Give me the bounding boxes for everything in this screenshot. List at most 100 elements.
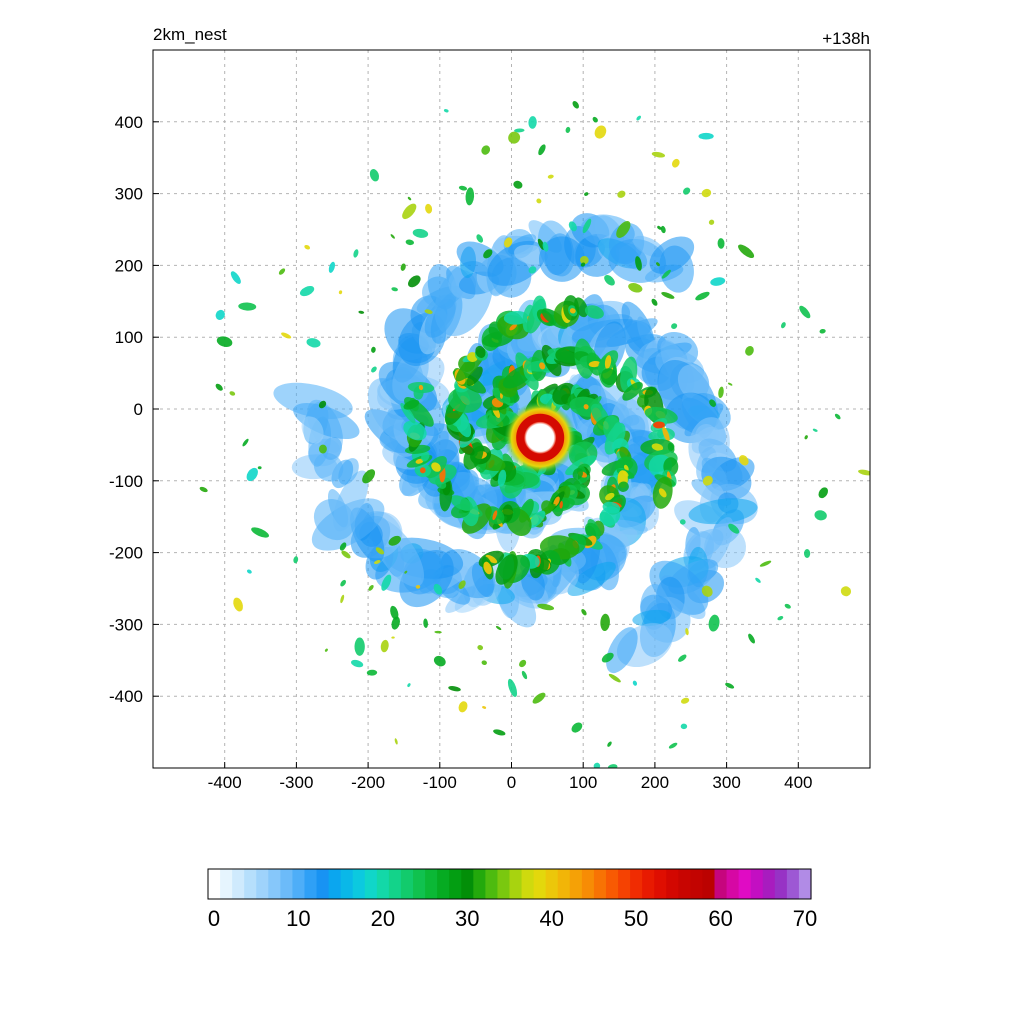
reflectivity-cell	[804, 549, 811, 558]
reflectivity-cell	[443, 109, 449, 113]
reflectivity-cell	[528, 266, 537, 274]
reflectivity-cell	[569, 308, 576, 314]
reflectivity-cell	[485, 554, 498, 564]
colorbar-cell	[364, 869, 378, 899]
colorbar-cell	[798, 869, 812, 899]
reflectivity-cell	[607, 741, 612, 747]
reflectivity-cell	[657, 225, 662, 230]
colorbar-cell	[593, 869, 607, 899]
reflectivity-cell	[482, 706, 487, 709]
reflectivity-cell	[351, 659, 364, 668]
reflectivity-cell	[617, 481, 629, 492]
reflectivity-cell	[403, 420, 427, 441]
reflectivity-cell	[513, 180, 523, 189]
colorbar-cell	[400, 869, 414, 899]
reflectivity-cell	[333, 470, 369, 532]
reflectivity-cell	[683, 187, 691, 195]
reflectivity-cell	[514, 128, 525, 133]
colorbar-cell	[413, 869, 426, 899]
colorbar-tick-label: 30	[455, 906, 479, 931]
chart-title-left: 2km_nest	[153, 25, 227, 44]
reflectivity-cell	[481, 145, 491, 155]
colorbar-cell	[738, 869, 752, 899]
y-tick-label: -400	[109, 687, 143, 706]
colorbar-cell	[557, 869, 571, 899]
reflectivity-cell	[299, 286, 315, 297]
reflectivity-cell	[483, 561, 492, 575]
reflectivity-cell	[251, 527, 269, 538]
colorbar-cell	[220, 869, 233, 899]
reflectivity-cell	[632, 680, 638, 686]
x-tick-label: -200	[351, 773, 385, 792]
eyewall-core	[516, 413, 565, 462]
reflectivity-cell	[257, 466, 262, 470]
colorbar-cell	[316, 869, 330, 899]
reflectivity-cell	[394, 738, 398, 745]
reflectivity-cell	[528, 510, 546, 529]
reflectivity-cell	[425, 203, 433, 214]
colorbar-cell	[485, 869, 499, 899]
reflectivity-cell	[278, 268, 286, 275]
reflectivity-cell	[477, 645, 484, 651]
colorbar-tick-label: 50	[624, 906, 648, 931]
colorbar-cell	[714, 869, 728, 899]
reflectivity-cell	[678, 654, 687, 662]
reflectivity-cell	[281, 332, 292, 339]
x-tick-label: 0	[507, 773, 516, 792]
reflectivity-cell	[568, 221, 577, 232]
reflectivity-cell	[701, 585, 713, 597]
reflectivity-cell	[339, 542, 347, 551]
reflectivity-cell	[215, 383, 223, 391]
reflectivity-cell	[400, 263, 406, 271]
reflectivity-cell	[702, 475, 713, 486]
reflectivity-cell	[755, 577, 761, 583]
reflectivity-cell	[341, 550, 351, 559]
reflectivity-cell	[600, 368, 618, 385]
reflectivity-cell	[559, 500, 563, 509]
reflectivity-cell	[745, 345, 754, 356]
reflectivity-cell	[421, 451, 430, 462]
reflectivity-cell	[448, 686, 461, 692]
reflectivity-cell	[701, 457, 728, 489]
y-tick-label: 100	[115, 328, 143, 347]
reflectivity-cell	[338, 290, 343, 295]
reflectivity-cell	[481, 660, 487, 666]
reflectivity-cell	[717, 238, 725, 249]
reflectivity-cell	[423, 618, 428, 628]
reflectivity-cell	[584, 192, 589, 196]
reflectivity-cell	[415, 584, 421, 589]
reflectivity-cell	[604, 275, 615, 286]
reflectivity-cell	[528, 116, 537, 129]
reflectivity-cell	[725, 682, 735, 689]
reflectivity-cell	[667, 442, 675, 453]
reflectivity-cell	[536, 198, 542, 204]
reflectivity-cell	[324, 648, 328, 652]
reflectivity-cell	[604, 423, 626, 455]
colorbar-cell	[762, 869, 776, 899]
x-tick-label: 400	[784, 773, 812, 792]
reflectivity-cell	[495, 554, 518, 585]
reflectivity-cell	[508, 131, 521, 144]
reflectivity-field	[199, 101, 870, 768]
reflectivity-cell	[418, 384, 424, 391]
reflectivity-cell	[304, 244, 311, 250]
reflectivity-cell	[710, 277, 726, 286]
reflectivity-cell	[230, 271, 241, 284]
reflectivity-cell	[381, 574, 392, 591]
reflectivity-cell	[328, 261, 336, 273]
reflectivity-cell	[229, 391, 236, 396]
reflectivity-cell	[407, 683, 411, 688]
y-tick-label: -300	[109, 615, 143, 634]
colorbar-cell	[690, 869, 704, 899]
reflectivity-cell	[532, 692, 546, 704]
colorbar-cell	[678, 869, 691, 899]
colorbar-cell	[533, 869, 547, 899]
x-tick-label: -300	[279, 773, 313, 792]
y-tick-label: 400	[115, 113, 143, 132]
reflectivity-cell	[458, 580, 466, 590]
reflectivity-cell	[858, 469, 870, 476]
reflectivity-cell	[601, 652, 614, 663]
colorbar-cell	[449, 869, 462, 899]
reflectivity-cell	[391, 287, 398, 292]
reflectivity-cell	[662, 426, 670, 442]
